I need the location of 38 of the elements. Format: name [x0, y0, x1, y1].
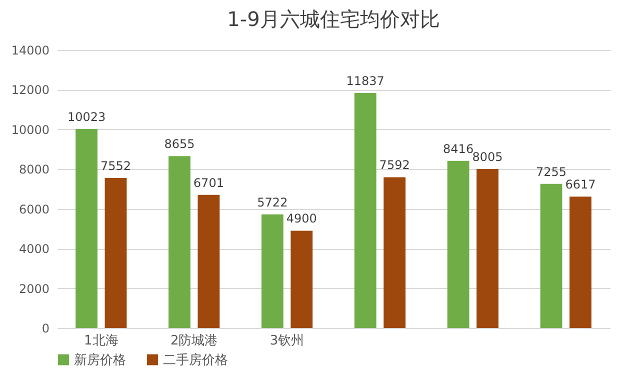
- data-label: 8416: [443, 142, 474, 156]
- data-label: 11837: [346, 74, 384, 88]
- legend-label: 二手房价格: [163, 352, 228, 368]
- bar: [447, 160, 470, 328]
- bar: [570, 196, 592, 328]
- y-tick-label: 2000: [18, 282, 50, 296]
- bar: [76, 128, 98, 328]
- y-tick-label: 6000: [18, 202, 50, 216]
- y-tick-label: 14000: [11, 44, 50, 58]
- y-tick-label: 4000: [18, 242, 50, 256]
- data-label: 7255: [536, 164, 567, 179]
- y-tick-label: 8000: [18, 162, 50, 177]
- chart-title: 1-9月六城住宅均价对比: [227, 7, 440, 31]
- bar: [476, 169, 498, 328]
- bar: [104, 178, 127, 328]
- data-label: 10023: [67, 110, 106, 124]
- data-label: 7552: [100, 159, 132, 174]
- bar: [384, 177, 406, 328]
- data-label: 5722: [257, 195, 288, 210]
- bar: [261, 214, 284, 328]
- data-label: 8655: [164, 137, 195, 152]
- data-label: 8005: [472, 150, 503, 164]
- bar: [198, 194, 220, 328]
- x-tick-label: 3钦州: [270, 334, 304, 348]
- data-label: 7592: [379, 158, 410, 172]
- data-label: 6617: [565, 178, 596, 192]
- bar: [168, 156, 190, 328]
- data-label: 4900: [286, 212, 317, 226]
- data-label: 6701: [193, 176, 224, 190]
- legend-label: 新房价格: [74, 352, 126, 368]
- y-tick-label: 0: [42, 322, 50, 336]
- bar: [290, 230, 313, 328]
- y-tick-label: 10000: [11, 122, 50, 137]
- bar: [354, 92, 376, 328]
- x-tick-label: 2防城港: [170, 334, 218, 348]
- bar: [540, 184, 562, 328]
- x-tick-label: 1北海: [84, 334, 118, 348]
- y-tick-label: 12000: [11, 83, 50, 98]
